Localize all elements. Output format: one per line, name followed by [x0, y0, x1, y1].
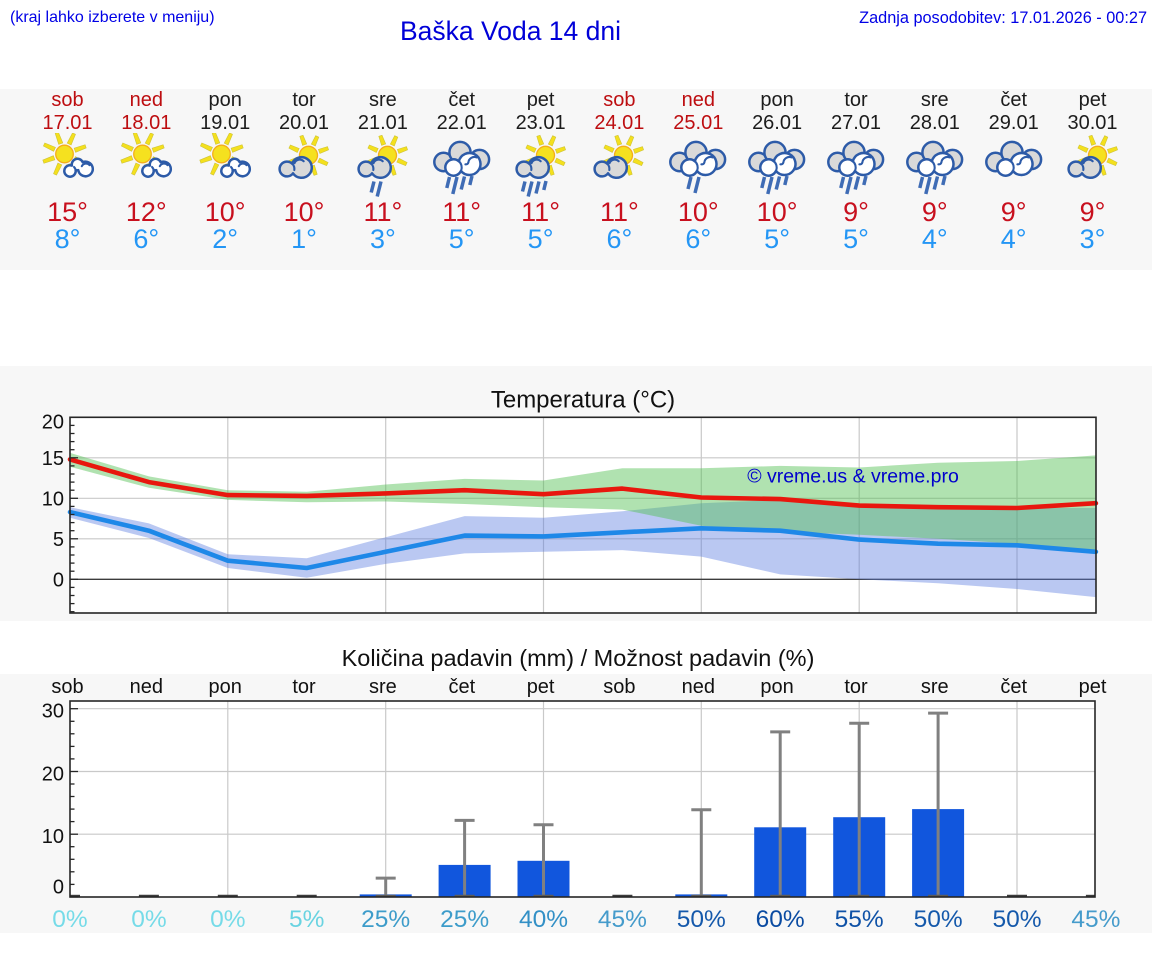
svg-text:0: 0	[53, 877, 64, 899]
svg-text:ned: ned	[682, 676, 715, 698]
svg-text:pon: pon	[209, 676, 242, 698]
svg-text:60%: 60%	[756, 906, 805, 933]
svg-text:20: 20	[42, 411, 64, 433]
svg-text:5: 5	[53, 529, 64, 551]
svg-text:tor: tor	[844, 676, 868, 698]
svg-text:sob: sob	[603, 676, 635, 698]
svg-text:sre: sre	[921, 676, 949, 698]
svg-text:0%: 0%	[131, 906, 166, 933]
svg-text:10: 10	[42, 826, 64, 848]
svg-text:ned: ned	[130, 676, 163, 698]
svg-text:0%: 0%	[210, 906, 245, 933]
svg-text:pet: pet	[527, 676, 555, 698]
svg-text:40%: 40%	[519, 906, 568, 933]
svg-text:50%: 50%	[677, 906, 726, 933]
svg-text:0: 0	[53, 569, 64, 591]
svg-text:tor: tor	[292, 676, 316, 698]
svg-text:pet: pet	[1079, 676, 1107, 698]
svg-text:50%: 50%	[992, 906, 1041, 933]
svg-text:Temperatura (°C): Temperatura (°C)	[491, 387, 675, 414]
svg-text:čet: čet	[448, 676, 475, 698]
svg-text:55%: 55%	[835, 906, 884, 933]
svg-text:čet: čet	[1000, 676, 1027, 698]
svg-text:pon: pon	[760, 676, 793, 698]
svg-text:sob: sob	[51, 676, 83, 698]
svg-text:15: 15	[42, 448, 64, 470]
svg-text:30: 30	[42, 701, 64, 723]
svg-text:45%: 45%	[1071, 906, 1120, 933]
svg-text:25%: 25%	[440, 906, 489, 933]
svg-text:45%: 45%	[598, 906, 647, 933]
svg-text:10: 10	[42, 488, 64, 510]
svg-text:20: 20	[42, 764, 64, 786]
svg-text:© vreme.us & vreme.pro: © vreme.us & vreme.pro	[747, 466, 959, 488]
svg-text:sre: sre	[369, 676, 397, 698]
svg-text:5%: 5%	[289, 906, 324, 933]
svg-text:25%: 25%	[361, 906, 410, 933]
svg-text:50%: 50%	[914, 906, 963, 933]
svg-text:0%: 0%	[52, 906, 87, 933]
